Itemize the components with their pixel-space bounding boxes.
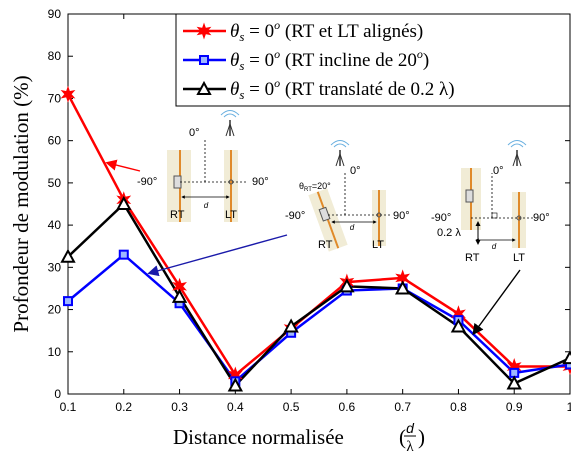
x-tick-label: 0.3 <box>171 400 188 414</box>
data-point <box>394 280 411 295</box>
x-tick-label: 0.2 <box>115 400 132 414</box>
svg-text:0°: 0° <box>350 165 361 177</box>
legend-marker <box>199 55 209 65</box>
x-axis-label: Distance normalisée <box>173 425 344 449</box>
x-tick-label: 0.6 <box>339 400 356 414</box>
svg-text:LT: LT <box>513 252 525 264</box>
inset-diagram-translated: d 0° -90° 90° 0.2 λ RT LT <box>431 140 550 264</box>
svg-text:λ: λ <box>406 439 414 455</box>
series-line-3 <box>67 202 571 388</box>
x-tick-label: 0.1 <box>60 400 77 414</box>
x-tick-label: 1 <box>567 400 571 414</box>
x-tick-label: 0.7 <box>394 400 411 414</box>
legend: θs = 0o (RT et LT alignés) θs = 0o (RT in… <box>175 13 571 107</box>
svg-text:d: d <box>204 201 209 210</box>
svg-text:-90°: -90° <box>431 212 451 224</box>
data-point <box>506 375 522 390</box>
svg-text:(: ( <box>399 425 406 449</box>
svg-text:d: d <box>350 223 355 232</box>
annotation-arrow-blue <box>147 234 288 277</box>
y-axis-label: Profondeur de modulation (%) <box>9 75 33 332</box>
antenna-icon <box>330 140 350 167</box>
svg-text:LT: LT <box>372 239 384 251</box>
svg-text:90°: 90° <box>393 210 410 222</box>
data-point <box>63 296 73 307</box>
data-point <box>450 318 467 333</box>
svg-text:-90°: -90° <box>285 210 305 222</box>
x-tick-label: 0.9 <box>506 400 523 414</box>
series-line-2 <box>67 253 571 384</box>
legend-entry-2: θs = 0o (RT incline de 20o) <box>183 47 429 73</box>
x-axis-label-fraction: ( d λ ) <box>399 420 425 455</box>
series-markers-1 <box>60 85 571 384</box>
x-tick-label: 0.8 <box>450 400 467 414</box>
y-tick-label: 80 <box>48 49 62 63</box>
annotation-arrow-black <box>472 269 521 336</box>
data-point <box>116 195 132 210</box>
legend-label: θs = 0o (RT et LT alignés) <box>230 18 423 44</box>
y-tick-label: 40 <box>48 218 62 232</box>
svg-text:0°: 0° <box>189 127 200 139</box>
inset-diagram-aligned: d 0° -90° 90° RT LT <box>137 110 269 222</box>
legend-entry-3: θs = 0o (RT translaté de 0.2 λ) <box>183 76 455 102</box>
axis-ticks: 0.1 0.2 0.3 0.4 0.5 0.6 0.7 0.8 0.9 1010203040506… <box>48 7 571 414</box>
data-point <box>60 248 76 263</box>
series-markers-3 <box>60 195 571 392</box>
data-point <box>60 85 76 103</box>
y-tick-label: 90 <box>48 7 62 21</box>
svg-text:θRT=20°: θRT=20° <box>299 181 331 193</box>
series-2 <box>67 253 571 384</box>
legend-marker <box>196 22 212 40</box>
data-point <box>339 278 355 293</box>
annotation-arrow-red <box>105 159 141 172</box>
antenna-icon <box>507 140 527 167</box>
data-point <box>171 288 188 303</box>
data-point <box>562 350 571 365</box>
y-tick-label: 50 <box>48 176 62 190</box>
y-tick-label: 0 <box>54 387 61 401</box>
legend-entry-1: θs = 0o (RT et LT alignés) <box>183 18 423 44</box>
y-tick-label: 20 <box>48 303 62 317</box>
x-tick-label: 0.4 <box>227 400 244 414</box>
data-point <box>118 249 129 260</box>
y-tick-label: 10 <box>48 345 62 359</box>
svg-text:90°: 90° <box>533 212 550 224</box>
svg-text:0°: 0° <box>493 165 504 177</box>
data-point <box>227 377 244 392</box>
y-tick-label: 30 <box>48 260 62 274</box>
y-tick-label: 60 <box>48 134 62 148</box>
svg-text:LT: LT <box>225 209 237 221</box>
svg-text:): ) <box>418 425 425 449</box>
data-point <box>283 318 299 333</box>
svg-text:-90°: -90° <box>137 176 157 188</box>
legend-box <box>175 13 571 107</box>
series-3 <box>67 202 571 388</box>
svg-text:d: d <box>492 242 497 251</box>
y-tick-label: 70 <box>48 91 62 105</box>
legend-label: θs = 0o (RT translaté de 0.2 λ) <box>230 76 455 102</box>
x-tick-label: 0.5 <box>283 400 300 414</box>
legend-marker <box>196 80 212 95</box>
svg-text:RT: RT <box>170 209 185 221</box>
svg-text:0.2 λ: 0.2 λ <box>437 227 461 239</box>
svg-text:90°: 90° <box>252 176 269 188</box>
series-layer <box>60 85 571 392</box>
legend-label: θs = 0o (RT incline de 20o) <box>230 47 429 73</box>
inset-diagram-inclined: d 0° θRT=20° -90° 90° RT LT <box>285 140 410 252</box>
svg-text:RT: RT <box>465 252 480 264</box>
svg-text:RT: RT <box>318 239 333 251</box>
antenna-icon <box>220 110 240 137</box>
svg-text:d: d <box>406 420 415 436</box>
